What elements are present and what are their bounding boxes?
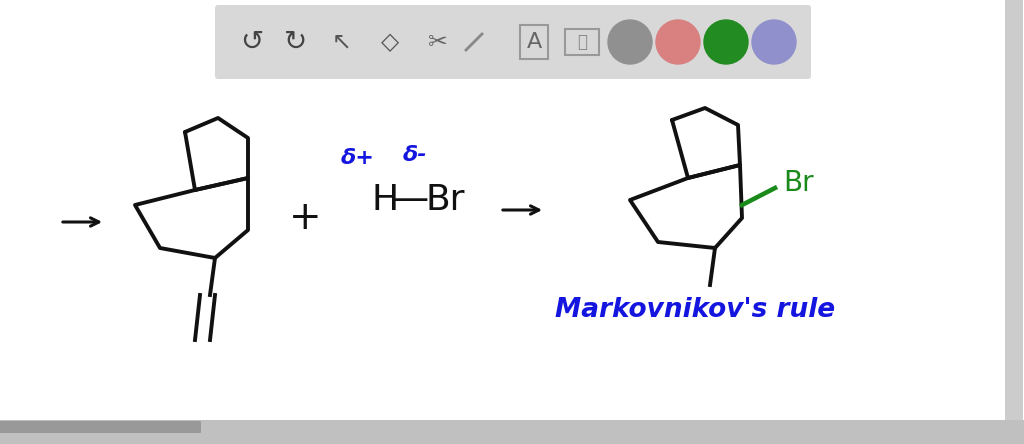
Text: ◇: ◇ <box>381 30 399 54</box>
Text: δ-: δ- <box>402 145 427 165</box>
Circle shape <box>752 20 796 64</box>
Text: Br: Br <box>783 169 814 197</box>
Text: Br: Br <box>425 183 465 217</box>
FancyBboxPatch shape <box>0 421 201 433</box>
Text: +: + <box>289 199 322 237</box>
Text: δ+: δ+ <box>341 148 375 168</box>
Text: —: — <box>392 183 428 217</box>
FancyBboxPatch shape <box>1005 0 1023 444</box>
Bar <box>0 420 1024 444</box>
Text: A: A <box>526 32 542 52</box>
Circle shape <box>705 20 748 64</box>
FancyBboxPatch shape <box>215 5 811 79</box>
Text: ↻: ↻ <box>285 28 307 56</box>
Text: ⛰: ⛰ <box>577 33 587 51</box>
Text: ↖: ↖ <box>332 30 352 54</box>
Text: Markovnikov's rule: Markovnikov's rule <box>555 297 835 323</box>
Text: ↺: ↺ <box>241 28 263 56</box>
Circle shape <box>608 20 652 64</box>
Text: H: H <box>372 183 398 217</box>
Circle shape <box>656 20 700 64</box>
Text: ✂: ✂ <box>428 30 447 54</box>
